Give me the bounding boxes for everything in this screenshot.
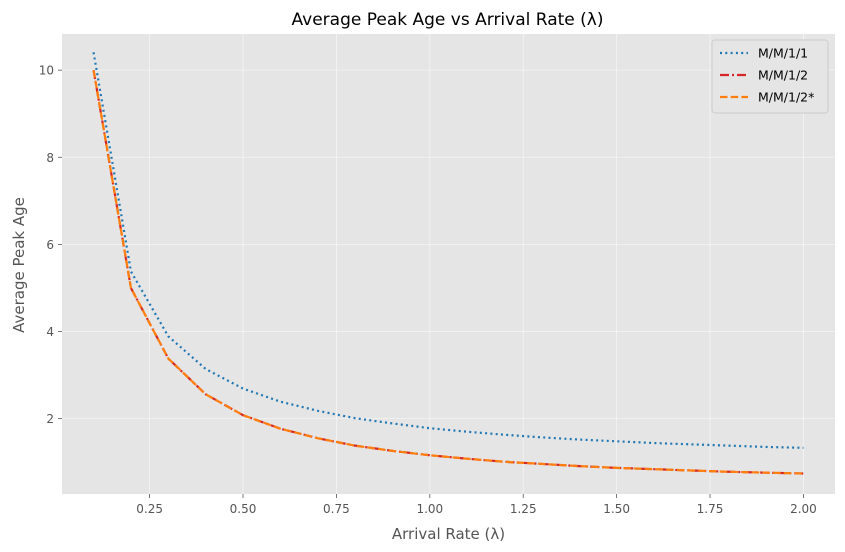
y-tick-label: 8 — [46, 151, 54, 165]
x-tick-label: 1.25 — [510, 502, 537, 516]
x-tick-label: 2.00 — [790, 502, 817, 516]
x-axis-label: Arrival Rate (λ) — [392, 525, 505, 543]
chart-title: Average Peak Age vs Arrival Rate (λ) — [292, 10, 604, 30]
x-tick-label: 1.75 — [697, 502, 724, 516]
y-axis-label: Average Peak Age — [10, 197, 28, 333]
legend-entry: M/M/1/2* — [758, 90, 814, 105]
legend-box — [711, 39, 829, 114]
legend-entry: M/M/1/1 — [758, 46, 808, 61]
y-tick-label: 6 — [46, 238, 54, 252]
series-lines — [92, 52, 804, 475]
x-tick-label: 0.75 — [323, 502, 350, 516]
plot-area — [62, 34, 835, 494]
y-tick-label: 2 — [46, 412, 54, 426]
x-tick-label: 1.00 — [416, 502, 443, 516]
y-tick-label: 10 — [39, 64, 54, 78]
x-tick-label: 1.50 — [603, 502, 630, 516]
series-line-m-m-1-1 — [92, 52, 804, 449]
axis-ticks: 0.25 0.50 0.75 1.00 1.25 1.50 1.75 2.00 2 4 6 8 10 — [39, 64, 817, 516]
x-tick-label: 0.25 — [136, 502, 163, 516]
series-line-m-m-1-2 — [92, 69, 804, 475]
y-tick-label: 4 — [46, 325, 54, 339]
legend: M/M/1/1 M/M/1/2 M/M/1/2* — [711, 39, 829, 114]
legend-entry: M/M/1/2 — [758, 68, 808, 83]
x-tick-label: 0.50 — [230, 502, 257, 516]
